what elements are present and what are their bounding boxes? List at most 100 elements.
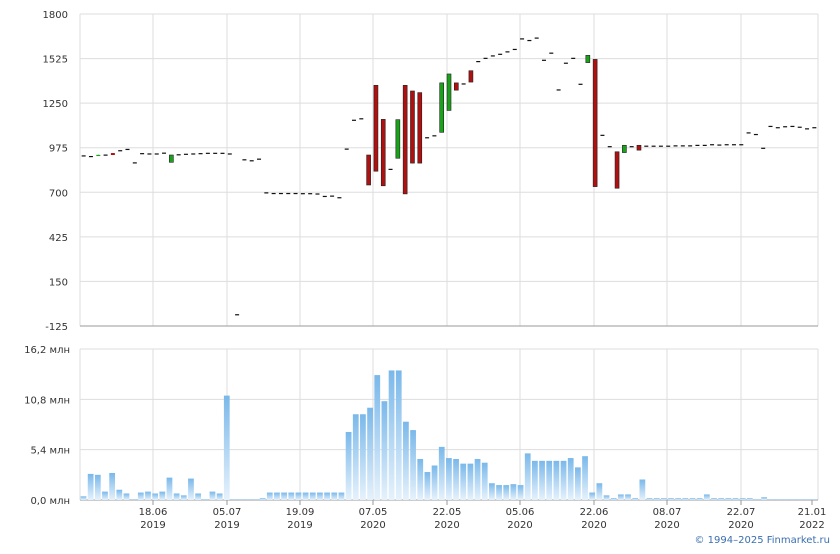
x-tick-date: 22.06: [580, 507, 609, 518]
x-tick-year: 2019: [140, 520, 165, 531]
candle-body: [680, 145, 685, 147]
volume-bar: [789, 499, 796, 500]
price-candle: [380, 119, 386, 187]
volume-bar: [109, 472, 116, 500]
price-candle: [132, 162, 137, 164]
candle-body: [395, 119, 401, 159]
candle-body: [724, 144, 729, 146]
price-candle: [454, 82, 459, 91]
price-candle: [629, 146, 634, 148]
candle-body: [425, 137, 430, 139]
candle-body: [644, 145, 649, 147]
volume-bar: [474, 458, 481, 500]
price-candle: [264, 192, 269, 194]
volume-bar: [367, 407, 373, 500]
volume-bar: [625, 494, 631, 500]
volume-bar: [460, 463, 467, 500]
candle-body: [373, 85, 379, 172]
price-axis-labels: 1800 1525 1250 975 700 425 150 -125: [43, 10, 68, 333]
volume-bar: [560, 460, 567, 500]
price-candle: [300, 193, 305, 195]
price-candle: [417, 92, 423, 164]
price-candle: [249, 160, 254, 162]
price-candle: [724, 144, 729, 146]
price-candle: [439, 82, 444, 133]
price-candle: [812, 127, 817, 129]
price-candle: [622, 144, 627, 153]
candle-body: [132, 162, 137, 164]
price-candle: [125, 148, 130, 151]
price-candle: [410, 90, 415, 164]
candle-body: [695, 144, 700, 146]
candle-body: [775, 127, 780, 129]
candle-body: [629, 146, 634, 148]
candle-body: [717, 144, 722, 146]
price-candle: [710, 144, 715, 146]
volume-bar: [574, 467, 581, 500]
price-candle: [790, 125, 795, 128]
price-candle: [739, 144, 744, 146]
candle-body: [600, 134, 605, 136]
price-candle: [607, 146, 612, 148]
price-candle: [731, 144, 736, 146]
price-candle: [658, 145, 663, 147]
candle-body: [257, 158, 262, 160]
x-tick-date: 21.01: [798, 507, 827, 518]
candle-body: [446, 73, 452, 111]
candle-body: [125, 148, 130, 151]
copyright-credit[interactable]: © 1994–2025 Finmarket.ru: [694, 535, 830, 546]
price-candle: [110, 153, 115, 156]
price-candle: [337, 197, 342, 199]
price-candle: [476, 61, 481, 63]
price-candle: [768, 125, 773, 128]
volume-bar: [216, 493, 223, 500]
candle-body: [490, 55, 495, 57]
volume-tick-label: 16,2 млн: [24, 345, 70, 356]
price-candle: [308, 193, 313, 195]
candle-body: [88, 155, 93, 158]
volume-bar: [166, 477, 173, 500]
price-tick-label: 975: [49, 144, 68, 155]
candle-body: [702, 144, 707, 146]
candle-body: [651, 145, 656, 147]
x-tick-year: 2020: [434, 520, 459, 531]
price-candle: [651, 145, 656, 147]
volume-bar: [531, 460, 538, 500]
candle-body: [439, 82, 444, 133]
candle-body: [607, 146, 612, 148]
volume-bar: [223, 395, 230, 500]
volume-bar: [80, 496, 87, 500]
candle-body: [753, 133, 758, 136]
price-candle: [534, 37, 539, 39]
price-candle: [359, 118, 364, 120]
volume-bar: [302, 492, 309, 500]
volume-bar: [395, 370, 402, 500]
candle-body: [432, 135, 437, 137]
candle-body: [264, 192, 269, 194]
candle-body: [81, 155, 86, 157]
volume-bar: [259, 498, 266, 500]
volume-bar: [782, 499, 789, 500]
candle-body: [242, 159, 247, 161]
volume-bar: [338, 492, 345, 500]
volume-tick-label: 5,4 млн: [30, 446, 70, 457]
candle-body: [205, 152, 210, 154]
candle-body: [549, 52, 554, 54]
price-candle: [286, 192, 291, 195]
candle-body: [103, 154, 108, 156]
volume-bar: [481, 462, 488, 500]
volume-bar: [202, 499, 209, 500]
candle-body: [731, 144, 736, 146]
candle-body: [352, 119, 357, 121]
price-candle: [797, 126, 802, 128]
volume-bar: [295, 492, 302, 500]
candle-body: [571, 57, 576, 59]
price-candle: [103, 154, 108, 156]
candle-body: [476, 61, 481, 63]
volume-bar: [403, 421, 409, 500]
price-candle: [783, 126, 788, 128]
candle-body: [688, 145, 693, 147]
volume-bar: [180, 495, 187, 500]
candle-body: [183, 153, 188, 155]
price-candle: [578, 83, 583, 85]
